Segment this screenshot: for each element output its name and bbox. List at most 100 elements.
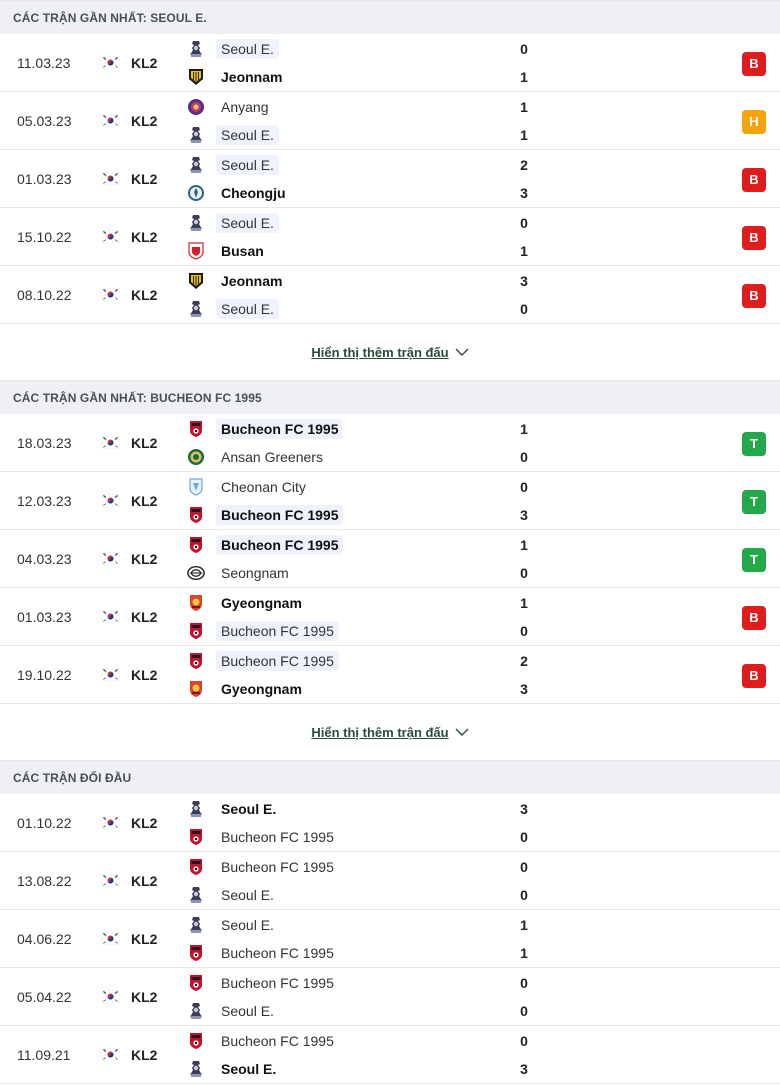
match-row[interactable]: 18.03.23 KL2 Bucheon FC 1995 1 Ansan Greener… xyxy=(0,414,780,472)
away-score: 3 xyxy=(520,185,528,201)
south-korea-flag-icon xyxy=(100,815,121,830)
bucheon-logo-icon xyxy=(187,652,205,670)
away-score: 0 xyxy=(520,1003,528,1019)
home-team-name: Bucheon FC 1995 xyxy=(221,1033,334,1049)
home-team-name: Anyang xyxy=(221,99,269,115)
away-score: 0 xyxy=(520,623,528,639)
home-team[interactable]: Bucheon FC 1995 xyxy=(187,1029,339,1053)
match-row[interactable]: 08.10.22 KL2 Jeonnam 3 Seoul E. 0 B xyxy=(0,266,780,324)
result-badge: T xyxy=(742,432,766,456)
away-team-name: Seoul E. xyxy=(221,1003,274,1019)
section-header: CÁC TRẬN GẦN NHẤT: BUCHEON FC 1995 xyxy=(0,380,780,414)
show-more-container: Hiển thị thêm trận đấu xyxy=(0,704,780,760)
match-row[interactable]: 05.03.23 KL2 Anyang 1 Seoul E. 1 H xyxy=(0,92,780,150)
home-team[interactable]: Seoul E. xyxy=(187,797,281,821)
away-team[interactable]: Jeonnam xyxy=(187,65,287,89)
home-team[interactable]: Bucheon FC 1995 xyxy=(187,533,344,557)
home-team-name: Seoul E. xyxy=(221,801,277,817)
away-score: 1 xyxy=(520,243,528,259)
away-team[interactable]: Bucheon FC 1995 xyxy=(187,619,339,643)
league-code: KL2 xyxy=(131,435,158,451)
match-row[interactable]: 01.03.23 KL2 Gyeongnam 1 Bucheon FC 1995 0 B xyxy=(0,588,780,646)
match-row[interactable]: 11.09.21 KL2 Bucheon FC 1995 0 Seoul E. 3 xyxy=(0,1026,780,1084)
away-team-name: Ansan Greeners xyxy=(221,449,323,465)
match-row[interactable]: 12.03.23 KL2 Cheonan City 0 Bucheon FC 1995 3… xyxy=(0,472,780,530)
home-team[interactable]: Seoul E. xyxy=(187,913,279,937)
league-code: KL2 xyxy=(131,609,158,625)
seoul-e-logo-icon xyxy=(187,40,205,58)
away-team-name: Bucheon FC 1995 xyxy=(221,829,334,845)
home-team[interactable]: Seoul E. xyxy=(187,211,279,235)
result-badge: B xyxy=(742,52,766,76)
away-team[interactable]: Bucheon FC 1995 xyxy=(187,941,339,965)
home-score: 0 xyxy=(520,1033,528,1049)
home-team[interactable]: Seoul E. xyxy=(187,153,279,177)
result-badge: T xyxy=(742,490,766,514)
match-row[interactable]: 01.03.23 KL2 Seoul E. 2 Cheongju 3 B xyxy=(0,150,780,208)
south-korea-flag-icon xyxy=(100,171,121,186)
show-more-link[interactable]: Hiển thị thêm trận đấu xyxy=(311,725,469,740)
seoul-e-logo-icon xyxy=(187,1060,205,1078)
away-score: 3 xyxy=(520,681,528,697)
home-team-name: Seoul E. xyxy=(216,155,279,175)
away-team-name: Seoul E. xyxy=(221,887,274,903)
match-row[interactable]: 11.03.23 KL2 Seoul E. 0 Jeonnam 1 B xyxy=(0,34,780,92)
result-badge: T xyxy=(742,548,766,572)
away-team-name: Bucheon FC 1995 xyxy=(216,621,339,641)
match-date: 05.03.23 xyxy=(17,113,72,129)
cheonan-logo-icon xyxy=(187,478,205,496)
home-team[interactable]: Bucheon FC 1995 xyxy=(187,417,344,441)
seoul-e-logo-icon xyxy=(187,886,205,904)
away-team[interactable]: Gyeongnam xyxy=(187,677,307,701)
home-score: 1 xyxy=(520,421,528,437)
home-team[interactable]: Seoul E. xyxy=(187,37,279,61)
result-badge: B xyxy=(742,284,766,308)
away-team[interactable]: Seoul E. xyxy=(187,999,279,1023)
match-row[interactable]: 04.03.23 KL2 Bucheon FC 1995 1 Seongnam 0 T xyxy=(0,530,780,588)
home-team[interactable]: Cheonan City xyxy=(187,475,311,499)
away-score: 3 xyxy=(520,1061,528,1077)
home-team[interactable]: Gyeongnam xyxy=(187,591,307,615)
anyang-logo-icon xyxy=(187,98,205,116)
league-code: KL2 xyxy=(131,931,158,947)
jeonnam-logo-icon xyxy=(187,272,205,290)
south-korea-flag-icon xyxy=(100,493,121,508)
seoul-e-logo-icon xyxy=(187,300,205,318)
match-row[interactable]: 04.06.22 KL2 Seoul E. 1 Bucheon FC 1995 1 xyxy=(0,910,780,968)
home-team[interactable]: Bucheon FC 1995 xyxy=(187,971,339,995)
away-team[interactable]: Busan xyxy=(187,239,269,263)
home-team[interactable]: Bucheon FC 1995 xyxy=(187,649,339,673)
match-row[interactable]: 01.10.22 KL2 Seoul E. 3 Bucheon FC 1995 0 xyxy=(0,794,780,852)
home-team-name: Bucheon FC 1995 xyxy=(221,859,334,875)
home-team[interactable]: Jeonnam xyxy=(187,269,287,293)
away-team[interactable]: Cheongju xyxy=(187,181,291,205)
show-more-label: Hiển thị thêm trận đấu xyxy=(311,344,449,360)
away-team[interactable]: Seongnam xyxy=(187,561,294,585)
match-date: 04.06.22 xyxy=(17,931,72,947)
match-row[interactable]: 05.04.22 KL2 Bucheon FC 1995 0 Seoul E. 0 xyxy=(0,968,780,1026)
bucheon-logo-icon xyxy=(187,974,205,992)
away-team[interactable]: Ansan Greeners xyxy=(187,445,328,469)
show-more-link[interactable]: Hiển thị thêm trận đấu xyxy=(311,344,469,360)
home-team-name: Bucheon FC 1995 xyxy=(216,535,344,555)
away-team[interactable]: Seoul E. xyxy=(187,297,279,321)
away-score: 0 xyxy=(520,301,528,317)
ansan-logo-icon xyxy=(187,448,205,466)
away-team[interactable]: Seoul E. xyxy=(187,123,279,147)
away-score: 0 xyxy=(520,887,528,903)
match-row[interactable]: 19.10.22 KL2 Bucheon FC 1995 2 Gyeongnam 3 B xyxy=(0,646,780,704)
match-row[interactable]: 15.10.22 KL2 Seoul E. 0 Busan 1 B xyxy=(0,208,780,266)
away-team[interactable]: Bucheon FC 1995 xyxy=(187,503,344,527)
home-team[interactable]: Bucheon FC 1995 xyxy=(187,855,339,879)
home-score: 0 xyxy=(520,479,528,495)
gyeongnam-logo-icon xyxy=(187,594,205,612)
away-team[interactable]: Seoul E. xyxy=(187,1057,281,1081)
south-korea-flag-icon xyxy=(100,287,121,302)
away-team[interactable]: Bucheon FC 1995 xyxy=(187,825,339,849)
league-code: KL2 xyxy=(131,287,158,303)
away-score: 1 xyxy=(520,127,528,143)
bucheon-logo-icon xyxy=(187,506,205,524)
away-team[interactable]: Seoul E. xyxy=(187,883,279,907)
match-row[interactable]: 13.08.22 KL2 Bucheon FC 1995 0 Seoul E. 0 xyxy=(0,852,780,910)
home-team[interactable]: Anyang xyxy=(187,95,273,119)
